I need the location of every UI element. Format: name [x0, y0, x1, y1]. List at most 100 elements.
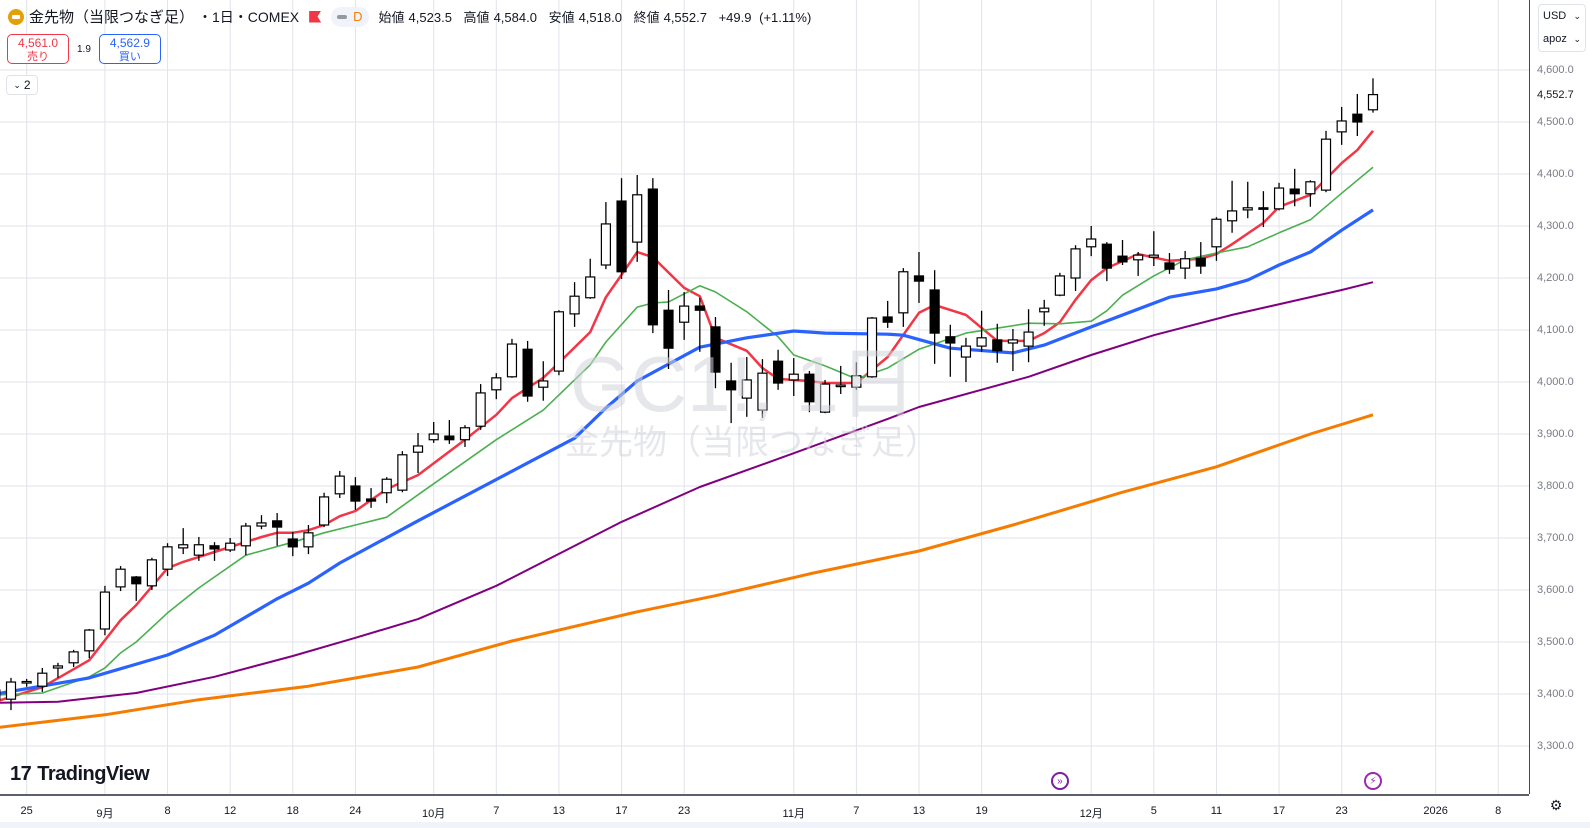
candle-down: [1101, 243, 1112, 269]
sell-price: 4,561.0: [17, 36, 59, 50]
candle-down: [647, 188, 658, 326]
candle-down: [616, 200, 627, 273]
bottom-divider: [0, 822, 1590, 828]
symbol-meta: ・1日・COMEX: [198, 8, 300, 25]
time-tick-label: 12月: [1079, 808, 1103, 820]
symbol-title[interactable]: 金先物（当限つなぎ足）: [29, 9, 195, 26]
spread-value: 1.9: [77, 43, 91, 55]
dividend-split-icon[interactable]: »: [1050, 772, 1069, 790]
time-tick-label: 23: [1335, 805, 1348, 817]
candle-up: [757, 372, 768, 411]
time-tick-label: 12: [224, 805, 237, 817]
candle-up: [319, 496, 330, 526]
candle-up: [491, 377, 502, 391]
candle-up: [99, 591, 111, 630]
price-tick-label: 3,300.0: [1537, 740, 1574, 752]
time-tick-label: 11: [1210, 805, 1223, 817]
indicators-toggle-button[interactable]: ⌄ 2: [6, 75, 38, 95]
time-tick-label: 24: [349, 805, 362, 817]
candle-up: [866, 317, 878, 378]
candle-up: [851, 375, 862, 388]
candle-up: [84, 629, 95, 652]
candle-down: [1352, 113, 1363, 123]
candle-up: [1226, 210, 1238, 222]
sell-button[interactable]: 4,561.0 売り: [7, 34, 69, 64]
time-tick-label: 8: [1495, 805, 1502, 817]
high-label: 高値 4,584.0: [463, 10, 537, 25]
watermark-name: 金先物（当限つなぎ足）: [565, 424, 939, 462]
price-tick-label: 4,000.0: [1537, 376, 1574, 388]
price-chart[interactable]: [0, 0, 1529, 794]
candle-up: [835, 384, 846, 388]
sell-label: 売り: [27, 51, 49, 63]
candle-up: [21, 680, 32, 684]
ma-blue-line: [0, 208, 1374, 695]
ohlc-values: 始値 4,523.5 高値 4,584.0 安値 4,518.0 終値 4,552.7 …: [379, 7, 816, 26]
candle-up: [960, 345, 972, 358]
market-status-pill[interactable]: D: [331, 6, 369, 27]
candle-up: [381, 478, 392, 494]
candle-down: [365, 498, 377, 502]
time-tick-label: 19: [975, 805, 988, 817]
price-tick-label: 3,800.0: [1537, 480, 1574, 492]
candle-up: [976, 337, 987, 347]
time-tick-label: 11月: [782, 808, 805, 820]
time-tick-label: 13: [912, 805, 926, 817]
price-tick-label: 4,100.0: [1537, 324, 1574, 336]
current-price-label: 4,552.7: [1537, 88, 1574, 101]
candle-down: [272, 520, 283, 528]
candle-up: [240, 525, 251, 547]
time-axis[interactable]: 25 9月 8 12 18 24 10月 7 13 17 23 11月 7 13 19 12月 5 11 17 23 2…: [0, 794, 1529, 824]
watermark-symbol: GC1!, 1日: [570, 340, 917, 428]
candle-up: [1211, 218, 1222, 248]
price-tick-label: 4,200.0: [1537, 272, 1574, 284]
candle-down: [913, 275, 925, 282]
candle-down: [1289, 188, 1300, 195]
candle-up: [1180, 258, 1191, 269]
candle-up: [898, 271, 909, 314]
chevron-down-icon: ⌄: [13, 79, 21, 90]
price-tick-label: 3,700.0: [1537, 532, 1574, 544]
candle-up: [459, 427, 471, 441]
close-label: 終値 4,552.7: [633, 10, 707, 25]
candle-down: [804, 373, 815, 403]
price-axis[interactable]: USD ⌄ apoz ⌄ 4,600.0 4,500.0 4,400.0 4,300.0 4…: [1529, 0, 1590, 794]
time-tick-label: 18: [286, 805, 299, 817]
candle-up: [428, 433, 439, 441]
delayed-badge: D: [353, 9, 363, 24]
buy-button[interactable]: 4,562.9 買い: [98, 34, 161, 64]
tradingview-logo[interactable]: 17 TradingView: [10, 763, 150, 786]
candle-up: [585, 276, 596, 299]
chevron-down-icon: ⌄: [1573, 11, 1581, 21]
candle-up: [5, 681, 17, 700]
candle-up: [1007, 339, 1019, 344]
candle-up: [1305, 181, 1316, 195]
time-tick-label: 17: [615, 805, 628, 817]
candle-down: [992, 339, 1003, 352]
candle-up: [1273, 187, 1285, 210]
candle-up: [334, 475, 345, 495]
candle-up: [632, 194, 643, 243]
lightning-icon[interactable]: ⚡: [1363, 772, 1382, 790]
price-tick-label: 4,400.0: [1537, 168, 1574, 180]
candle-down: [710, 326, 721, 373]
candle-up: [162, 546, 173, 570]
candle-up: [37, 672, 48, 687]
candle-down: [1164, 262, 1175, 270]
unit-dropdown[interactable]: apoz ⌄: [1539, 28, 1585, 51]
open-label: 始値 4,523.5: [378, 10, 452, 25]
gear-icon[interactable]: ⚙: [1549, 797, 1563, 813]
candle-up: [146, 559, 157, 587]
time-tick-label: 10月: [422, 808, 446, 820]
currency-dropdown[interactable]: USD ⌄: [1539, 5, 1585, 28]
candle-up: [412, 445, 424, 453]
candle-up: [1086, 238, 1097, 248]
buy-label: 買い: [118, 51, 141, 63]
flag-icon[interactable]: [309, 10, 322, 23]
price-tick-label: 4,600.0: [1537, 64, 1574, 76]
candle-down: [444, 435, 455, 441]
candle-up: [1039, 307, 1050, 313]
price-tick-label: 4,300.0: [1537, 220, 1574, 232]
candle-up: [115, 568, 126, 588]
price-tick-label: 3,500.0: [1537, 636, 1574, 648]
